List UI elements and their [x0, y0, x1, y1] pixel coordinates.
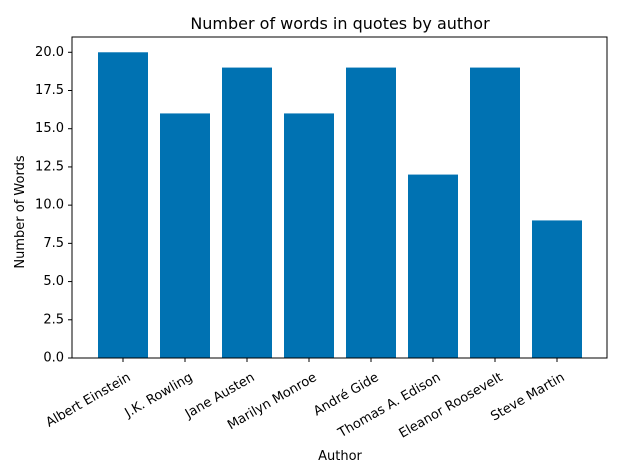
- bar-7: [532, 220, 582, 358]
- y-tick-label: 20.0: [35, 45, 64, 60]
- bar-6: [470, 67, 520, 359]
- plot-frame: [71, 36, 608, 359]
- y-axis-title: Number of Words: [13, 155, 28, 268]
- y-tick-label: 10.0: [35, 198, 64, 213]
- bar-3: [284, 113, 334, 358]
- y-tick-label: 17.5: [35, 83, 64, 98]
- y-tick-label: 5.0: [43, 274, 64, 289]
- y-tick-label: 2.5: [43, 312, 64, 327]
- bars-group: [98, 52, 582, 359]
- y-axis: 0.0 2.5 5.0 7.5 10.0 12.5 15.0 17.5 20.0: [35, 45, 72, 366]
- bar-5: [408, 174, 458, 358]
- y-tick-label: 15.0: [35, 121, 64, 136]
- bar-0: [98, 52, 148, 359]
- bar-1: [160, 113, 210, 358]
- y-tick-label: 7.5: [43, 236, 64, 251]
- y-tick-label: 0.0: [43, 351, 64, 366]
- bar-2: [222, 67, 272, 359]
- chart-title: Number of words in quotes by author: [190, 14, 490, 33]
- bar-4: [346, 67, 396, 359]
- x-axis-title: Author: [318, 449, 362, 464]
- y-tick-label: 12.5: [35, 159, 64, 174]
